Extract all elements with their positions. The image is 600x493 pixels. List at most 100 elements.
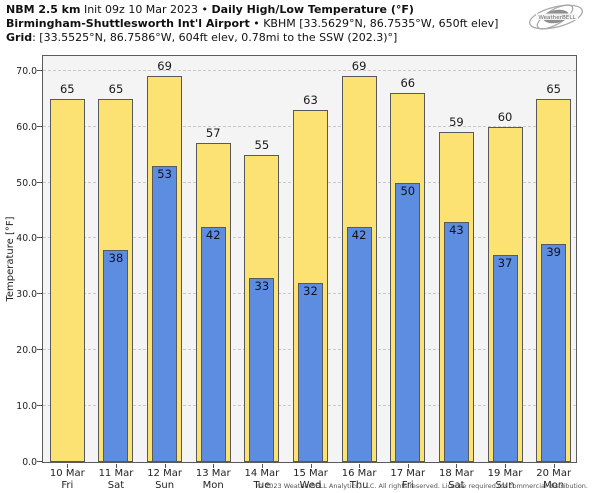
grid-coords: : [33.5525°N, 86.7586°W, 604ft elev, 0.7… (32, 31, 398, 44)
low-value-label: 50 (400, 183, 416, 198)
x-label-date: 10 Mar (49, 468, 85, 479)
high-value-label: 65 (546, 81, 561, 96)
x-tick-mark (164, 464, 166, 468)
y-tick-label: 70.0 (16, 65, 37, 77)
gridline (43, 69, 576, 71)
x-tick-label: 12 Mar Sun (147, 468, 182, 492)
low-bar (249, 277, 275, 462)
x-tick-mark (407, 464, 409, 468)
x-tick-label: 11 Mar Sat (99, 468, 134, 492)
x-tick-label: 15 Mar Wed (293, 468, 328, 492)
x-label-day: Mon (202, 480, 224, 491)
x-label-date: 15 Mar (293, 468, 328, 479)
x-label-day: Sun (155, 480, 175, 491)
header-line-3: Grid: [33.5525°N, 86.7586°W, 604ft elev,… (6, 31, 498, 45)
x-label-date: 17 Mar (390, 468, 426, 479)
header-line-1: NBM 2.5 km Init 09z 10 Mar 2023 • Daily … (6, 3, 498, 17)
chart-area: Temperature [°F] 0.0 10.0 20.0 30.0 40.0 50.0… (5, 55, 577, 491)
logo-text: WeatherBELL (538, 15, 576, 21)
x-tick-label: 19 Mar Sun (488, 468, 523, 492)
low-bar (443, 221, 469, 462)
low-value-label: 42 (351, 228, 367, 243)
x-label-day: Sat (107, 480, 125, 491)
x-tick-mark (115, 464, 117, 468)
low-value-label: 37 (497, 256, 513, 271)
x-tick-mark (359, 464, 361, 468)
high-value-label: 69 (351, 59, 367, 74)
low-bar (395, 182, 421, 462)
low-bar (492, 255, 518, 462)
x-label-day: Fri (401, 480, 414, 491)
y-tick-mark (37, 405, 43, 407)
y-tick-label: 50.0 (16, 177, 37, 189)
station-coords: • KBHM [33.5629°N, 86.7535°W, 650ft elev… (249, 17, 499, 30)
x-label-day: Thu (349, 480, 369, 491)
y-tick-mark (37, 461, 43, 462)
high-value-label: 66 (400, 76, 416, 91)
low-value-label: 39 (546, 245, 561, 260)
high-value-label: 65 (59, 81, 75, 96)
low-value-label: 33 (254, 278, 270, 293)
x-label-date: 13 Mar (195, 468, 231, 479)
y-tick-label: 10.0 (16, 401, 37, 413)
x-label-date: 20 Mar (536, 468, 572, 479)
y-tick-label: 30.0 (16, 289, 37, 301)
low-bar (541, 244, 567, 462)
low-value-label: 42 (205, 228, 221, 243)
y-tick-mark (37, 237, 43, 239)
y-tick-mark (37, 181, 43, 183)
x-label-day: Tue (253, 480, 271, 491)
x-tick-label: 18 Mar Sat (439, 468, 474, 492)
y-tick-label: 0.0 (22, 457, 37, 468)
x-label-date: 11 Mar (98, 468, 134, 479)
x-tick-mark (553, 464, 555, 468)
x-tick-label: 16 Mar Thu (342, 468, 377, 492)
low-value-label: 38 (108, 250, 124, 265)
x-label-date: 14 Mar (244, 468, 280, 479)
y-tick-mark (37, 293, 43, 295)
high-value-label: 57 (205, 126, 221, 141)
low-bar (200, 227, 226, 462)
plot-area: Temperature [°F] 0.0 10.0 20.0 30.0 40.0 50.0… (5, 55, 577, 491)
x-tick-mark (213, 464, 215, 468)
y-tick-mark (37, 125, 43, 127)
model-name: NBM 2.5 km (6, 3, 81, 16)
x-label-day: Fri (61, 480, 74, 491)
low-bar (152, 165, 178, 462)
weatherbell-logo: WeatherBELL (529, 4, 583, 30)
x-label-date: 12 Mar (147, 468, 182, 479)
init-time: Init 09z 10 Mar 2023 • (80, 3, 212, 16)
high-value-label: 59 (449, 115, 464, 130)
x-label-date: 18 Mar (439, 468, 474, 479)
y-tick-label: 60.0 (16, 121, 37, 133)
low-value-label: 53 (157, 166, 172, 181)
x-tick-label: 17 Mar Fri (390, 468, 425, 492)
x-tick-mark (67, 464, 69, 468)
low-value-label: 32 (303, 284, 318, 299)
x-label-day: Sat (448, 480, 465, 491)
high-value-label: 63 (303, 92, 318, 107)
x-label-day: Sun (495, 480, 515, 491)
y-tick-label: 40.0 (16, 233, 37, 245)
x-tick-mark (310, 464, 312, 468)
low-value-label: 43 (449, 222, 464, 237)
x-tick-mark (505, 464, 507, 468)
x-tick-mark (261, 464, 263, 468)
x-tick-label: 10 Mar Fri (50, 468, 85, 492)
low-bar (298, 283, 323, 462)
high-value-label: 55 (254, 137, 270, 152)
x-tick-label: 20 Mar Mon (536, 468, 571, 492)
high-value-label: 65 (108, 81, 124, 96)
low-bar (103, 249, 129, 462)
y-tick-mark (37, 69, 43, 71)
high-value-label: 60 (497, 109, 513, 124)
x-label-day: Mon (543, 480, 565, 491)
x-label-date: 16 Mar (341, 468, 377, 479)
x-label-date: 19 Mar (487, 468, 523, 479)
header-line-2: Birmingham-Shuttlesworth Int'l Airport •… (6, 17, 498, 31)
x-tick-label: 13 Mar Mon (196, 468, 231, 492)
x-tick-label: 14 Mar Tue (244, 468, 279, 492)
high-bar (49, 98, 85, 462)
y-tick-mark (37, 349, 43, 351)
